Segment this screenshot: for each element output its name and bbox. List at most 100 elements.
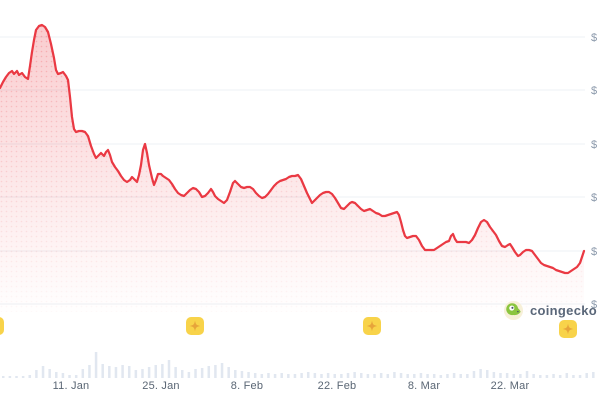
volume-bar: [220, 363, 224, 378]
volume-bar: [313, 373, 317, 378]
volume-bar: [214, 365, 217, 378]
volume-bar: [333, 374, 336, 378]
volume-bar: [280, 373, 283, 378]
volume-bar: [134, 370, 138, 378]
volume-bar: [466, 374, 469, 378]
volume-bar: [194, 369, 197, 378]
volume-bar: [15, 376, 18, 378]
volume-bar: [539, 375, 542, 378]
price-line: [0, 23, 586, 275]
volume-bar: [459, 374, 462, 378]
volume-bar: [55, 372, 58, 378]
volume-bar: [8, 376, 12, 378]
volume-bar: [227, 367, 230, 378]
volume-bar: [386, 374, 390, 378]
volume-bar: [472, 371, 476, 378]
volume-bar: [240, 371, 244, 378]
volume-bar: [207, 366, 211, 378]
sparkle-icon[interactable]: [186, 317, 204, 335]
volume-bar: [532, 374, 535, 378]
volume-bar: [68, 375, 71, 378]
volume-bar: [127, 366, 131, 378]
sparkle-icon[interactable]: [363, 317, 381, 335]
volume-bar: [565, 373, 569, 378]
volume-bar: [181, 370, 184, 378]
volume-bar: [306, 372, 310, 378]
volume-bar: [545, 375, 549, 378]
volume-bar: [479, 369, 482, 378]
volume-bar: [492, 372, 496, 378]
volume-bar: [234, 370, 237, 378]
volume-bar: [426, 374, 429, 378]
y-axis-tick-label: $: [591, 246, 597, 258]
sparkle-icon[interactable]: [0, 317, 4, 335]
sparkle-icon[interactable]: [559, 320, 577, 338]
coingecko-logo-icon: [503, 300, 524, 320]
volume-bar: [572, 375, 575, 378]
volume-bar: [161, 364, 164, 378]
volume-bar: [121, 365, 124, 378]
volume-bar: [35, 370, 38, 378]
coingecko-watermark-text: coingecko: [530, 302, 597, 318]
y-axis-tick-label: $: [591, 299, 597, 311]
volume-bars: [2, 352, 595, 378]
volume-bar: [293, 374, 297, 378]
volume-bar: [147, 367, 151, 378]
volume-bar: [48, 369, 51, 378]
volume-bar: [320, 374, 323, 378]
volume-bar: [519, 374, 522, 378]
volume-bar: [360, 373, 363, 378]
volume-bar: [578, 375, 582, 378]
y-axis-tick-label: $: [591, 192, 597, 204]
volume-bar: [88, 365, 91, 378]
volume-bar: [399, 373, 403, 378]
y-axis-tick-label: $: [591, 32, 597, 44]
volume-bar: [413, 374, 416, 378]
volume-bar: [439, 375, 443, 378]
volume-bar: [260, 374, 264, 378]
volume-bar: [340, 374, 343, 378]
volume-bar: [174, 367, 177, 378]
volume-bar: [287, 374, 290, 378]
volume-bar: [379, 373, 383, 378]
volume-bar: [247, 372, 250, 378]
volume-bar: [446, 374, 449, 378]
volume-bar: [366, 374, 370, 378]
volume-bar: [200, 368, 204, 378]
volume-bar: [273, 374, 277, 378]
volume-bar: [585, 373, 588, 378]
volume-bar: [485, 370, 489, 378]
volume-bar: [141, 369, 144, 378]
y-axis-tick-label: $: [591, 85, 597, 97]
y-axis-tick-label: $: [591, 139, 597, 151]
volume-bar: [61, 373, 65, 378]
volume-bar: [505, 373, 509, 378]
volume-bar: [419, 373, 423, 378]
volume-bar: [74, 375, 78, 378]
volume-bar: [592, 372, 595, 378]
volume-bar: [2, 376, 5, 378]
volume-bar: [525, 371, 529, 378]
volume-bar: [393, 372, 396, 378]
volume-bar: [512, 374, 516, 378]
volume-bar: [300, 373, 303, 378]
volume-bar: [346, 373, 350, 378]
volume-bar: [326, 373, 330, 378]
volume-bar: [373, 374, 376, 378]
y-axis-labels: $ $ $ $ $ $: [591, 32, 597, 311]
volume-bar: [167, 360, 171, 378]
volume-bar: [41, 366, 45, 378]
volume-bar: [499, 373, 502, 378]
volume-bar: [187, 372, 191, 378]
volume-bar: [21, 376, 25, 378]
volume-bar: [253, 373, 257, 378]
coingecko-watermark[interactable]: coingecko: [503, 299, 597, 321]
volume-bar: [101, 364, 104, 378]
volume-bar: [267, 373, 270, 378]
volume-bar: [94, 352, 98, 378]
volume-bar: [154, 365, 157, 378]
volume-bar: [81, 369, 85, 378]
volume-bar: [406, 374, 409, 378]
